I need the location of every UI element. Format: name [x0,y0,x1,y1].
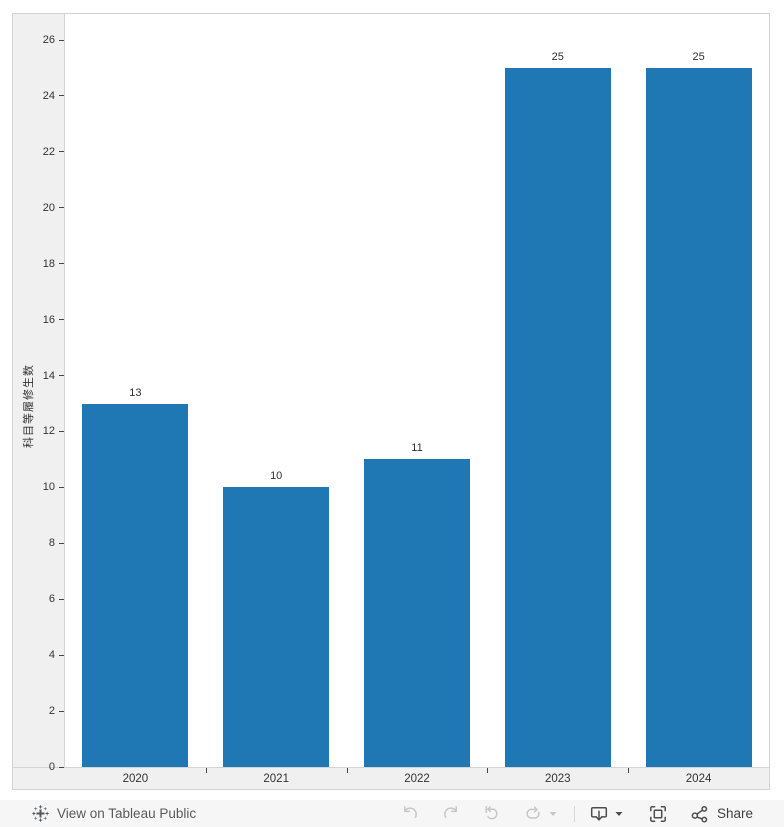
y-tick-label: 4 [48,649,55,662]
y-tick-mark [59,39,64,41]
bar-chart: 科目等履修生数 2020 2021 2022 2023 2024 0 2 4 6 8 10 12 14… [12,13,770,790]
share-icon [691,805,708,823]
redo-icon[interactable] [441,804,461,824]
refresh-menu-caret-icon[interactable] [548,809,558,819]
y-tick-mark [59,151,64,153]
y-tick-mark [59,430,64,432]
x-axis: 2020 2021 2022 2023 2024 [13,767,769,789]
bar-value-label: 25 [692,50,705,63]
y-tick-mark [59,654,64,656]
tableau-toolbar: View on Tableau Public [0,800,784,827]
bar-value-label: 13 [129,386,142,399]
revert-icon[interactable] [482,804,502,824]
x-tick-label: 2020 [122,773,149,785]
y-tick-label: 20 [42,201,55,214]
x-tick-mark [346,768,348,773]
bar-value-label: 10 [270,470,283,483]
y-tick-mark [59,542,64,544]
y-tick-label: 22 [42,145,55,158]
y-tick-label: 12 [42,425,55,438]
fullscreen-icon[interactable] [648,804,668,824]
x-tick-mark [628,768,630,773]
bar-2020[interactable] [82,403,189,767]
bar-2024[interactable] [645,67,752,767]
y-tick-label: 18 [42,257,55,270]
download-icon[interactable] [589,804,609,824]
tableau-logo-icon [32,805,49,822]
bar-2022[interactable] [364,459,470,767]
y-axis: 科目等履修生数 [13,14,65,767]
x-tick-label: 2024 [685,773,712,785]
y-tick-mark [59,207,64,209]
y-tick-label: 24 [42,89,55,102]
y-tick-label: 2 [48,705,55,718]
view-on-tableau-public-link[interactable]: View on Tableau Public [32,805,196,822]
y-tick-mark [59,263,64,265]
x-tick-label: 2022 [404,773,430,785]
y-tick-label: 26 [42,34,55,46]
y-tick-mark [59,710,64,712]
share-label: Share [716,806,753,821]
bar-2023[interactable] [504,67,611,767]
y-tick-mark [59,486,64,488]
y-tick-mark [59,375,64,377]
bar-2021[interactable] [223,487,330,767]
y-tick-mark [59,95,64,97]
view-on-tableau-public-label: View on Tableau Public [57,806,197,821]
y-tick-mark [59,598,64,600]
x-tick-label: 2021 [263,773,289,785]
y-tick-label: 0 [48,761,55,773]
undo-icon[interactable] [400,804,420,824]
x-tick-mark [487,768,489,773]
bar-value-label: 25 [551,50,564,63]
y-tick-label: 14 [42,369,55,382]
y-tick-mark [59,766,64,768]
y-tick-label: 16 [42,313,55,326]
share-button[interactable]: Share [690,804,753,824]
x-tick-label: 2023 [544,773,571,785]
x-tick-mark [205,768,207,773]
y-tick-label: 10 [42,481,55,494]
y-tick-label: 8 [48,537,55,550]
download-menu-caret-icon[interactable] [614,809,624,819]
y-tick-mark [59,319,64,321]
bar-value-label: 11 [411,442,423,455]
refresh-icon[interactable] [523,804,543,824]
y-tick-label: 6 [48,593,55,606]
toolbar-divider [573,805,575,822]
toolbar-buttons: Share [400,804,753,824]
